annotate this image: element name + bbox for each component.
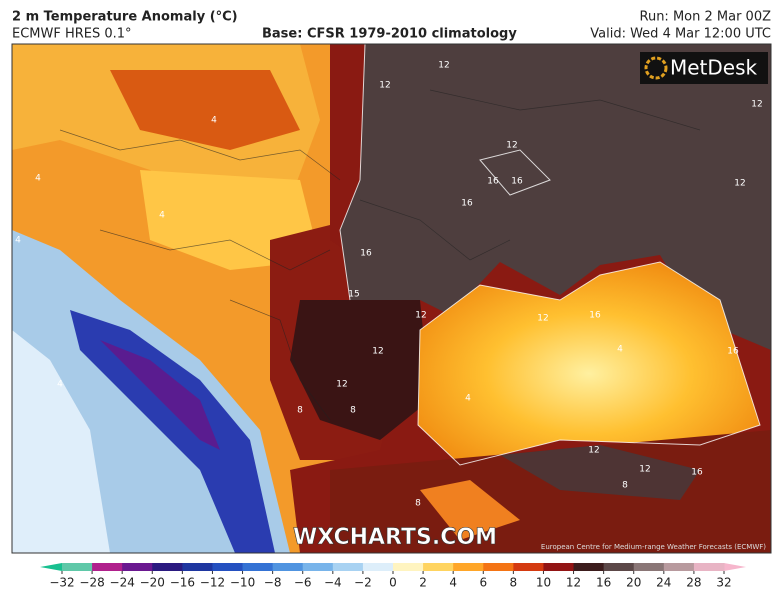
title: 2 m Temperature Anomaly (°C) — [12, 10, 238, 25]
map-frame — [11, 43, 772, 554]
colorbar-label: −20 — [140, 576, 165, 590]
colorbar-segment — [332, 563, 364, 571]
base: Base: CFSR 1979-2010 climatology — [262, 27, 517, 42]
contour-label: 4 — [159, 211, 165, 221]
logo-text: MetDesk — [670, 56, 758, 80]
colorbar-label: 4 — [449, 576, 457, 590]
contour-label: 16 — [511, 177, 523, 187]
colorbar-label: 32 — [716, 576, 731, 590]
colorbar-label: 16 — [596, 576, 611, 590]
contour-label: 4 — [465, 394, 471, 404]
colorbar-segment — [302, 563, 334, 571]
contour-label: 8 — [415, 499, 421, 509]
colorbar-segment — [362, 563, 394, 571]
colorbar-segment — [663, 563, 695, 571]
colorbar-label: 10 — [536, 576, 551, 590]
contour-label: 12 — [438, 61, 449, 71]
colorbar-segment — [212, 563, 244, 571]
model: ECMWF HRES 0.1° — [12, 27, 132, 42]
colorbar-segment — [393, 563, 424, 571]
colorbar-label: −2 — [354, 576, 372, 590]
colorbar-label: 20 — [626, 576, 641, 590]
contour-label: 12 — [639, 465, 650, 475]
colorbar-label: −24 — [110, 576, 135, 590]
run: Run: Mon 2 Mar 00Z — [640, 10, 772, 25]
contour-label: 8 — [350, 406, 356, 416]
contour-label: 16 — [360, 249, 372, 259]
contour-label: 12 — [588, 446, 599, 456]
contour-label: 16 — [589, 311, 601, 321]
contour-label: 12 — [372, 347, 383, 357]
colorbar-label: 0 — [389, 576, 397, 590]
colorbar-label: −10 — [230, 576, 255, 590]
colorbar-high-end — [724, 563, 746, 571]
contour-label: 8 — [622, 481, 628, 491]
colorbar-segment — [543, 563, 575, 571]
contour-label: 16 — [691, 468, 703, 478]
contour-label: 4 — [211, 116, 217, 126]
colorbar-label: 12 — [566, 576, 581, 590]
colorbar-label: 2 — [419, 576, 427, 590]
colorbar-segment — [92, 563, 123, 571]
contour-label: 8 — [297, 406, 303, 416]
colorbar-segment — [633, 563, 665, 571]
colorbar-segment — [272, 563, 304, 571]
contour-label: 12 — [336, 380, 347, 390]
colorbar-segment — [423, 563, 454, 571]
colorbar-segment — [453, 563, 484, 571]
colorbar-segment — [483, 563, 514, 571]
contour-label: 16 — [487, 177, 499, 187]
contour-label: 12 — [379, 81, 390, 91]
contour-label: 4 — [57, 380, 63, 390]
map: 12 12 12 12 16 16 16 12 16 15 12 12 12 16 16 12 4 4 12 12 16… — [12, 44, 771, 553]
colorbar-label: 28 — [686, 576, 701, 590]
colorbar-label: 6 — [479, 576, 487, 590]
watermark: WXCHARTS.COM — [293, 525, 497, 550]
logo: MetDesk — [640, 52, 768, 84]
colorbar-label: −8 — [264, 576, 282, 590]
contour-label: 15 — [348, 290, 359, 300]
contour-label: 16 — [727, 347, 739, 357]
contour-label: 12 — [734, 179, 745, 189]
contour-label: 12 — [506, 141, 517, 151]
colorbar-label: −12 — [200, 576, 225, 590]
colorbar-label: −4 — [324, 576, 342, 590]
contour-label: 12 — [415, 311, 426, 321]
colorbar-segment — [152, 563, 183, 571]
contour-label: 4 — [15, 236, 21, 246]
colorbar-label: 24 — [656, 576, 671, 590]
contour-label: 12 — [751, 100, 762, 110]
colorbar-segment — [693, 563, 725, 571]
valid: Valid: Wed 4 Mar 12:00 UTC — [590, 27, 771, 42]
colorbar-segment — [182, 563, 213, 571]
contour-label: 4 — [617, 345, 623, 355]
colorbar-segment — [122, 563, 153, 571]
contour-label: 16 — [461, 199, 473, 209]
colorbar-label: −32 — [49, 576, 74, 590]
colorbar-segment — [513, 563, 544, 571]
credit: European Centre for Medium-range Weather… — [541, 543, 766, 551]
colorbar-segment — [242, 563, 274, 571]
colorbar-label: −6 — [294, 576, 312, 590]
colorbar-segment — [603, 563, 635, 571]
colorbar-label: −16 — [170, 576, 195, 590]
colorbar-segment — [573, 563, 605, 571]
contour-label: 12 — [537, 314, 548, 324]
colorbar: −32 −28 −24 −20 −16 −12 −10 −8 −6 −4 −2 0 2 4 6 8 10 12 16… — [40, 563, 746, 590]
colorbar-low-end — [40, 563, 62, 571]
contour-label: 4 — [35, 174, 41, 184]
colorbar-segment — [62, 563, 93, 571]
colorbar-label: −28 — [79, 576, 104, 590]
colorbar-label: 8 — [510, 576, 518, 590]
